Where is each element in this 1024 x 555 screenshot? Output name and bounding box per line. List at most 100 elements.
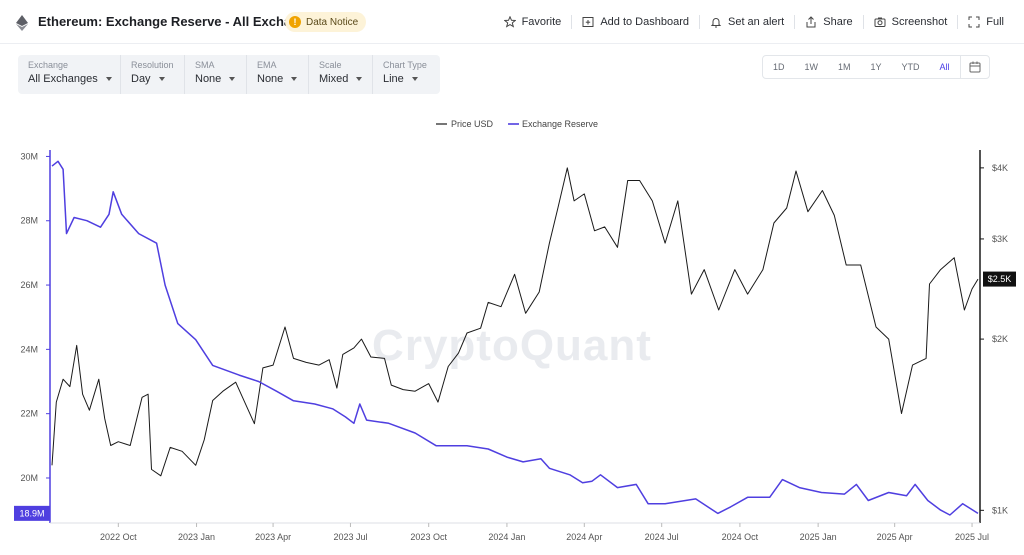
scale-label: Scale	[319, 60, 342, 70]
reserve-last-value-tag: 18.9M	[14, 505, 50, 521]
x-tick-label: 2023 Jul	[333, 532, 367, 542]
chart-type-dropdown[interactable]: Chart Type Line	[372, 55, 440, 94]
fullscreen-label: Full	[986, 16, 1004, 28]
calendar-icon	[969, 61, 981, 73]
resolution-value: Day	[131, 73, 151, 85]
caret-down-icon	[105, 77, 112, 81]
left-axis-ticks: 20M 22M 24M 26M 28M 30M	[20, 151, 50, 483]
caret-down-icon	[356, 77, 363, 81]
range-1d-button[interactable]: 1D	[773, 62, 785, 72]
x-tick-label: 2025 Jan	[800, 532, 837, 542]
sma-dropdown[interactable]: SMA None	[184, 55, 246, 94]
page-title: Ethereum: Exchange Reserve - All Exchang…	[38, 14, 322, 29]
camera-icon	[874, 17, 886, 27]
right-tick-label: $4K	[992, 163, 1008, 173]
x-tick-label: 2024 Jul	[645, 532, 679, 542]
chart-legend: Price USD Exchange Reserve	[436, 119, 598, 129]
right-tick-label: $1K	[992, 505, 1008, 515]
header-actions: Favorite Add to Dashboard Set an alert S…	[494, 0, 1014, 44]
x-axis-ticks: 2022 Oct 2023 Jan 2023 Apr 2023 Jul 2023 Oct…	[100, 523, 989, 542]
favorite-label: Favorite	[521, 16, 562, 28]
range-1y-button[interactable]: 1Y	[870, 62, 882, 72]
screenshot-label: Screenshot	[891, 16, 948, 28]
right-axis-ticks: $1K $2K $3K $4K	[980, 163, 1008, 515]
caret-down-icon	[411, 77, 418, 81]
x-tick-label: 2024 Jan	[488, 532, 525, 542]
divider	[862, 15, 864, 29]
exchange-reserve-series	[51, 160, 979, 516]
chart-type-value: Line	[383, 73, 404, 85]
divider	[794, 15, 796, 29]
ema-value: None	[257, 73, 284, 85]
share-button[interactable]: Share	[795, 0, 862, 44]
resolution-dropdown[interactable]: Resolution Day	[120, 55, 184, 94]
x-tick-label: 2025 Apr	[877, 532, 913, 542]
ethereum-icon	[16, 15, 28, 31]
page-header: Ethereum: Exchange Reserve - All Exchang…	[0, 0, 1024, 44]
set-alert-button[interactable]: Set an alert	[700, 0, 794, 44]
calendar-button[interactable]	[959, 56, 989, 78]
ema-label: EMA	[257, 60, 277, 70]
exchange-label: Exchange	[28, 60, 69, 70]
left-tick-label: 28M	[20, 216, 38, 226]
exchange-dropdown[interactable]: Exchange All Exchanges	[18, 55, 120, 94]
price-last-value: $2.5K	[988, 274, 1012, 284]
filter-bar: Exchange All Exchanges Resolution Day SM…	[18, 55, 440, 94]
x-tick-label: 2023 Apr	[255, 532, 291, 542]
expand-icon	[968, 16, 980, 28]
x-tick-label: 2023 Jan	[178, 532, 215, 542]
sma-value: None	[195, 73, 222, 85]
left-tick-label: 26M	[20, 280, 38, 290]
set-alert-label: Set an alert	[727, 16, 785, 28]
right-tick-label: $3K	[992, 234, 1008, 244]
legend-price[interactable]: Price USD	[451, 119, 494, 129]
legend-reserve[interactable]: Exchange Reserve	[522, 119, 598, 129]
left-tick-label: 20M	[20, 473, 38, 483]
caret-down-icon	[291, 77, 298, 81]
warning-icon: !	[289, 16, 301, 28]
price-tag-background	[983, 271, 1016, 287]
data-notice-badge[interactable]: ! Data Notice	[285, 12, 367, 32]
range-ytd-button[interactable]: YTD	[901, 62, 920, 72]
left-tick-label: 24M	[20, 344, 38, 354]
left-tick-label: 30M	[20, 151, 38, 161]
x-tick-label: 2022 Oct	[100, 532, 137, 542]
share-icon	[806, 16, 816, 28]
add-to-dashboard-label: Add to Dashboard	[600, 16, 689, 28]
price-usd-series	[51, 167, 979, 477]
reserve-last-value: 18.9M	[19, 508, 44, 518]
divider	[957, 15, 959, 29]
fullscreen-button[interactable]: Full	[958, 0, 1014, 44]
add-to-dashboard-button[interactable]: Add to Dashboard	[572, 0, 699, 44]
resolution-label: Resolution	[131, 60, 174, 70]
bell-icon	[710, 18, 722, 28]
data-notice-label: Data Notice	[306, 16, 359, 28]
price-last-value-tag: $2.5K	[983, 271, 1016, 287]
x-tick-label: 2024 Apr	[566, 532, 602, 542]
caret-down-icon	[158, 77, 165, 81]
dashboard-add-icon	[582, 17, 594, 27]
ema-dropdown[interactable]: EMA None	[246, 55, 308, 94]
x-tick-label: 2023 Oct	[410, 532, 447, 542]
caret-down-icon	[229, 77, 236, 81]
screenshot-button[interactable]: Screenshot	[864, 0, 958, 44]
range-1w-button[interactable]: 1W	[804, 62, 819, 72]
left-tick-label: 22M	[20, 409, 38, 419]
exchange-value: All Exchanges	[28, 73, 98, 85]
range-all-button[interactable]: All	[939, 62, 950, 72]
x-tick-label: 2025 Jul	[955, 532, 989, 542]
divider	[571, 15, 573, 29]
range-1m-button[interactable]: 1M	[838, 62, 851, 72]
right-tick-label: $2K	[992, 334, 1008, 344]
chart-type-label: Chart Type	[383, 60, 427, 70]
star-icon	[503, 16, 516, 28]
divider	[698, 15, 700, 29]
exchange-reserve-chart: CryptoQuant Price USD Exchange Reserve 2…	[14, 119, 1016, 542]
share-label: Share	[823, 16, 853, 28]
scale-value: Mixed	[319, 73, 349, 85]
range-selector: 1D 1W 1M 1Y YTD All	[762, 55, 990, 79]
scale-dropdown[interactable]: Scale Mixed	[308, 55, 372, 94]
reserve-tag-background	[14, 505, 50, 521]
favorite-button[interactable]: Favorite	[494, 0, 572, 44]
x-tick-label: 2024 Oct	[722, 532, 759, 542]
